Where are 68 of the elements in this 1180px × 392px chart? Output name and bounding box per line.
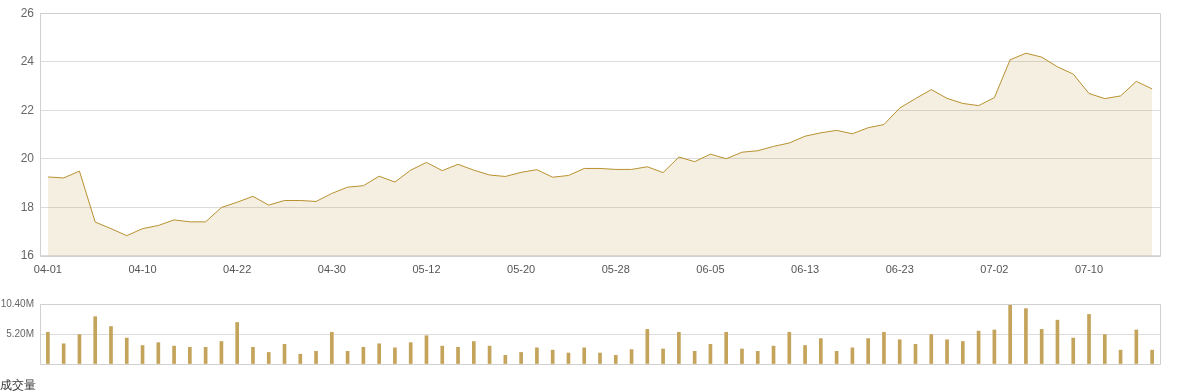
bar <box>314 350 318 364</box>
bar <box>93 316 98 364</box>
bar <box>882 331 886 364</box>
y-tick-label: 10.40M <box>0 297 34 309</box>
x-tick-label: 07-02 <box>980 263 1009 276</box>
bar <box>408 342 413 364</box>
bar <box>787 331 792 364</box>
bar <box>188 346 192 364</box>
bar <box>1071 337 1076 364</box>
y-tick-label: 24 <box>20 54 35 69</box>
bar <box>945 339 949 364</box>
y-tick-label: 20 <box>20 151 35 166</box>
bar <box>46 331 50 364</box>
y-tick-label: 26 <box>20 5 35 20</box>
bar <box>456 346 460 364</box>
bar <box>897 339 902 364</box>
x-tick-label: 04-22 <box>223 263 252 276</box>
bar <box>1087 314 1091 364</box>
bar <box>598 352 602 364</box>
bar <box>235 322 240 364</box>
x-tick-label: 04-01 <box>33 263 62 276</box>
x-tick-label: 06-23 <box>885 263 914 276</box>
bar <box>613 355 618 364</box>
x-tick-label: 07-10 <box>1074 263 1104 276</box>
x-tick-label: 05-12 <box>412 263 441 276</box>
bar <box>156 342 161 364</box>
bar <box>1024 308 1028 364</box>
bar <box>109 326 113 364</box>
bar <box>535 347 539 364</box>
bar <box>266 352 271 364</box>
bar <box>550 349 555 364</box>
bar <box>866 338 870 364</box>
x-tick-label: 05-20 <box>507 263 536 276</box>
x-axis-title: 成交量 <box>0 377 36 392</box>
y-tick-label: 5.20M <box>6 327 34 339</box>
bar <box>330 331 334 364</box>
bar <box>819 338 823 364</box>
bar <box>803 345 807 364</box>
bar <box>1008 304 1012 364</box>
bar <box>393 347 397 364</box>
x-tick-label: 06-13 <box>791 263 820 276</box>
x-tick-label: 05-28 <box>601 263 630 276</box>
bar <box>1102 334 1107 364</box>
x-tick-label: 06-05 <box>696 263 725 276</box>
bar <box>645 329 650 364</box>
x-tick-label: 04-10 <box>128 263 157 276</box>
bar <box>1150 349 1154 364</box>
bar <box>661 348 665 364</box>
bar <box>124 337 129 364</box>
bar <box>377 343 381 364</box>
bar <box>960 341 965 364</box>
bar <box>440 345 445 364</box>
bar <box>755 350 760 364</box>
bar <box>677 331 681 364</box>
bar <box>172 345 176 364</box>
y-tick-label: 22 <box>20 102 35 117</box>
bar <box>929 334 934 364</box>
y-tick-label: 18 <box>20 199 35 214</box>
bar <box>251 346 255 364</box>
x-tick-label: 04-30 <box>317 263 346 276</box>
bar <box>298 353 303 364</box>
bar <box>471 341 476 364</box>
bar <box>1039 329 1044 364</box>
y-tick-label: 16 <box>20 248 35 263</box>
bar <box>724 331 729 364</box>
bar <box>582 347 587 364</box>
bar <box>519 352 523 364</box>
bar <box>740 348 744 364</box>
